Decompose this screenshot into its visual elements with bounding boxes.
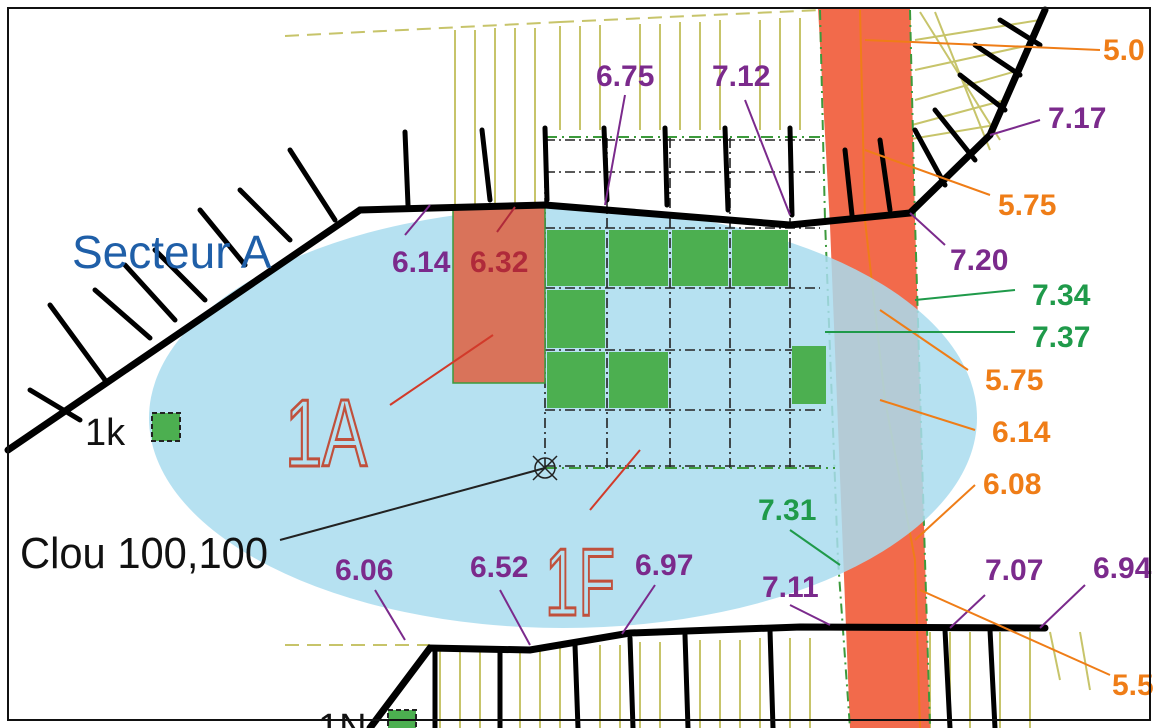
zone-1a-area bbox=[452, 204, 546, 384]
elevation-label: 6.75 bbox=[596, 60, 654, 93]
elevation-label: 5.0 bbox=[1103, 34, 1145, 67]
elevation-label: 6.08 bbox=[983, 468, 1041, 501]
point-1n-label: 1N bbox=[318, 707, 367, 728]
elevation-label: 6.14 bbox=[392, 246, 451, 279]
paved-cells bbox=[547, 230, 826, 408]
sector-a-zone bbox=[149, 208, 977, 628]
elevation-label: 7.07 bbox=[985, 554, 1043, 587]
elevation-label: 6.97 bbox=[635, 549, 693, 582]
slope-hatching-top bbox=[284, 9, 1041, 210]
elevation-label: 5.75 bbox=[985, 364, 1043, 397]
survey-nail-symbol bbox=[532, 455, 558, 481]
elevation-label: 7.12 bbox=[712, 60, 770, 93]
map-frame bbox=[7, 7, 1151, 721]
zone-1a-label: 1A bbox=[285, 380, 367, 487]
grid-green-borders bbox=[545, 136, 835, 469]
elevation-label: 6.32 bbox=[470, 246, 528, 279]
leader-lines bbox=[279, 39, 1111, 676]
zone-1f-label: 1F bbox=[545, 529, 615, 636]
elevation-label: 7.37 bbox=[1032, 321, 1090, 354]
nail-label: Clou 100,100 bbox=[20, 529, 268, 578]
elevation-label: 7.11 bbox=[762, 571, 819, 604]
elevation-label: 5.75 bbox=[998, 189, 1056, 222]
sector-label: Secteur A bbox=[72, 226, 272, 278]
elevation-label: 6.14 bbox=[992, 416, 1051, 449]
slope-hatching-bottom bbox=[285, 631, 1091, 728]
elevation-label: 6.94 bbox=[1093, 552, 1152, 585]
elevation-label: 7.34 bbox=[1032, 279, 1091, 312]
elevation-label: 7.31 bbox=[758, 494, 816, 527]
elevation-label: 7.17 bbox=[1048, 102, 1106, 135]
elevation-label: 6.52 bbox=[470, 551, 528, 584]
elevation-label: 6.06 bbox=[335, 554, 393, 587]
elevation-label: 5.5 bbox=[1112, 669, 1154, 702]
elevation-label: 7.20 bbox=[950, 244, 1008, 277]
point-1k-label: 1k bbox=[85, 412, 126, 454]
point-1k-marker bbox=[151, 412, 181, 442]
